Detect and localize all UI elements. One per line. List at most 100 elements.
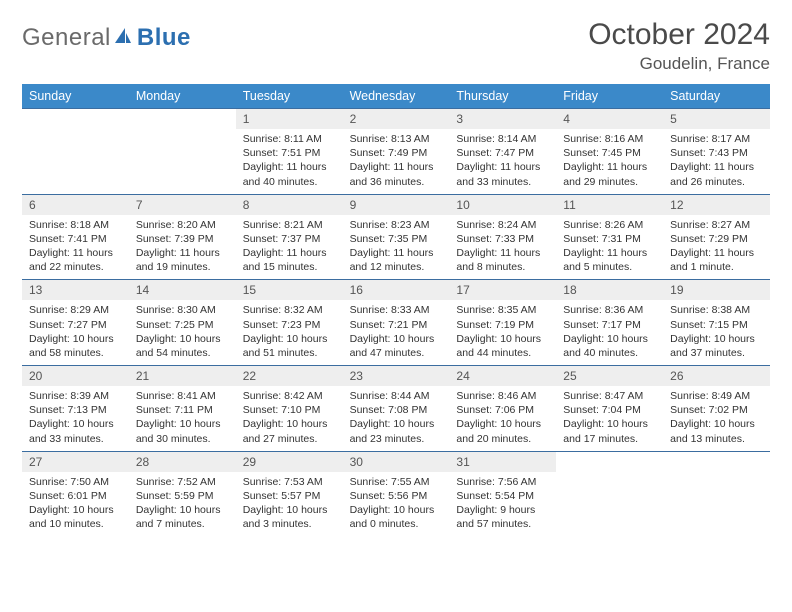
sunrise-text: Sunrise: 8:44 AM xyxy=(350,389,443,403)
daylight-text: Daylight: 11 hours and 22 minutes. xyxy=(29,246,122,274)
day-number: 6 xyxy=(22,195,129,215)
day-data: Sunrise: 8:29 AMSunset: 7:27 PMDaylight:… xyxy=(22,300,129,365)
sunrise-text: Sunrise: 8:30 AM xyxy=(136,303,229,317)
sunrise-text: Sunrise: 7:50 AM xyxy=(29,475,122,489)
daylight-text: Daylight: 10 hours and 20 minutes. xyxy=(456,417,549,445)
weekday-header: Monday xyxy=(129,84,236,108)
sunset-text: Sunset: 7:13 PM xyxy=(29,403,122,417)
sunset-text: Sunset: 7:23 PM xyxy=(243,318,336,332)
sunrise-text: Sunrise: 8:46 AM xyxy=(456,389,549,403)
sunset-text: Sunset: 7:45 PM xyxy=(563,146,656,160)
day-number: 18 xyxy=(556,280,663,300)
day-number: 10 xyxy=(449,195,556,215)
calendar-day-cell: 25Sunrise: 8:47 AMSunset: 7:04 PMDayligh… xyxy=(556,366,663,451)
calendar-day-cell: 20Sunrise: 8:39 AMSunset: 7:13 PMDayligh… xyxy=(22,366,129,451)
day-number: 2 xyxy=(343,109,450,129)
daylight-text: Daylight: 11 hours and 40 minutes. xyxy=(243,160,336,188)
day-data: Sunrise: 8:41 AMSunset: 7:11 PMDaylight:… xyxy=(129,386,236,451)
day-number: 7 xyxy=(129,195,236,215)
day-number: 12 xyxy=(663,195,770,215)
day-data: Sunrise: 8:17 AMSunset: 7:43 PMDaylight:… xyxy=(663,129,770,194)
sunset-text: Sunset: 6:01 PM xyxy=(29,489,122,503)
sunrise-text: Sunrise: 8:14 AM xyxy=(456,132,549,146)
calendar-day-cell: 26Sunrise: 8:49 AMSunset: 7:02 PMDayligh… xyxy=(663,366,770,451)
day-number: 14 xyxy=(129,280,236,300)
day-number: 30 xyxy=(343,452,450,472)
day-data: Sunrise: 8:38 AMSunset: 7:15 PMDaylight:… xyxy=(663,300,770,365)
sunrise-text: Sunrise: 8:49 AM xyxy=(670,389,763,403)
sunrise-text: Sunrise: 8:36 AM xyxy=(563,303,656,317)
daylight-text: Daylight: 10 hours and 54 minutes. xyxy=(136,332,229,360)
sunrise-text: Sunrise: 8:39 AM xyxy=(29,389,122,403)
sunrise-text: Sunrise: 7:56 AM xyxy=(456,475,549,489)
sunset-text: Sunset: 7:39 PM xyxy=(136,232,229,246)
calendar-day-cell: 5Sunrise: 8:17 AMSunset: 7:43 PMDaylight… xyxy=(663,109,770,194)
daylight-text: Daylight: 10 hours and 47 minutes. xyxy=(350,332,443,360)
day-data: Sunrise: 7:50 AMSunset: 6:01 PMDaylight:… xyxy=(22,472,129,537)
day-data: Sunrise: 8:49 AMSunset: 7:02 PMDaylight:… xyxy=(663,386,770,451)
weekday-header: Wednesday xyxy=(343,84,450,108)
day-data: Sunrise: 7:56 AMSunset: 5:54 PMDaylight:… xyxy=(449,472,556,537)
day-number: 3 xyxy=(449,109,556,129)
weekday-header: Saturday xyxy=(663,84,770,108)
daylight-text: Daylight: 11 hours and 29 minutes. xyxy=(563,160,656,188)
calendar-empty-cell xyxy=(129,109,236,194)
sunset-text: Sunset: 7:31 PM xyxy=(563,232,656,246)
day-number: 8 xyxy=(236,195,343,215)
day-data: Sunrise: 8:32 AMSunset: 7:23 PMDaylight:… xyxy=(236,300,343,365)
daylight-text: Daylight: 10 hours and 13 minutes. xyxy=(670,417,763,445)
calendar-day-cell: 7Sunrise: 8:20 AMSunset: 7:39 PMDaylight… xyxy=(129,195,236,280)
sunrise-text: Sunrise: 8:23 AM xyxy=(350,218,443,232)
sunset-text: Sunset: 7:15 PM xyxy=(670,318,763,332)
daylight-text: Daylight: 10 hours and 23 minutes. xyxy=(350,417,443,445)
calendar-week-row: 13Sunrise: 8:29 AMSunset: 7:27 PMDayligh… xyxy=(22,279,770,365)
sunrise-text: Sunrise: 8:17 AM xyxy=(670,132,763,146)
calendar-day-cell: 31Sunrise: 7:56 AMSunset: 5:54 PMDayligh… xyxy=(449,452,556,537)
location-label: Goudelin, France xyxy=(588,54,770,74)
calendar-day-cell: 13Sunrise: 8:29 AMSunset: 7:27 PMDayligh… xyxy=(22,280,129,365)
daylight-text: Daylight: 11 hours and 1 minute. xyxy=(670,246,763,274)
sunset-text: Sunset: 5:57 PM xyxy=(243,489,336,503)
logo-text-general: General xyxy=(22,24,111,52)
sunset-text: Sunset: 7:47 PM xyxy=(456,146,549,160)
calendar-day-cell: 21Sunrise: 8:41 AMSunset: 7:11 PMDayligh… xyxy=(129,366,236,451)
calendar-day-cell: 9Sunrise: 8:23 AMSunset: 7:35 PMDaylight… xyxy=(343,195,450,280)
sunrise-text: Sunrise: 7:52 AM xyxy=(136,475,229,489)
daylight-text: Daylight: 10 hours and 3 minutes. xyxy=(243,503,336,531)
sunset-text: Sunset: 7:10 PM xyxy=(243,403,336,417)
calendar-week-row: 6Sunrise: 8:18 AMSunset: 7:41 PMDaylight… xyxy=(22,194,770,280)
calendar-day-cell: 3 Sunrise: 8:14 AMSunset: 7:47 PMDaylight… xyxy=(449,109,556,194)
calendar-day-cell: 27Sunrise: 7:50 AMSunset: 6:01 PMDayligh… xyxy=(22,452,129,537)
daylight-text: Daylight: 11 hours and 33 minutes. xyxy=(456,160,549,188)
calendar-day-cell: 19Sunrise: 8:38 AMSunset: 7:15 PMDayligh… xyxy=(663,280,770,365)
daylight-text: Daylight: 11 hours and 15 minutes. xyxy=(243,246,336,274)
calendar-day-cell: 28Sunrise: 7:52 AMSunset: 5:59 PMDayligh… xyxy=(129,452,236,537)
day-data: Sunrise: 8:27 AMSunset: 7:29 PMDaylight:… xyxy=(663,215,770,280)
weekday-header: Friday xyxy=(556,84,663,108)
sunset-text: Sunset: 7:21 PM xyxy=(350,318,443,332)
daylight-text: Daylight: 10 hours and 27 minutes. xyxy=(243,417,336,445)
sunrise-text: Sunrise: 8:29 AM xyxy=(29,303,122,317)
day-number: 21 xyxy=(129,366,236,386)
calendar-week-row: 1Sunrise: 8:11 AMSunset: 7:51 PMDaylight… xyxy=(22,108,770,194)
calendar-day-cell: 22Sunrise: 8:42 AMSunset: 7:10 PMDayligh… xyxy=(236,366,343,451)
day-data: Sunrise: 8:33 AMSunset: 7:21 PMDaylight:… xyxy=(343,300,450,365)
sunrise-text: Sunrise: 8:47 AM xyxy=(563,389,656,403)
calendar-day-cell: 4Sunrise: 8:16 AMSunset: 7:45 PMDaylight… xyxy=(556,109,663,194)
sunset-text: Sunset: 7:25 PM xyxy=(136,318,229,332)
day-data: Sunrise: 8:47 AMSunset: 7:04 PMDaylight:… xyxy=(556,386,663,451)
sunset-text: Sunset: 5:59 PM xyxy=(136,489,229,503)
day-number: 13 xyxy=(22,280,129,300)
day-number: 20 xyxy=(22,366,129,386)
day-data: Sunrise: 7:52 AMSunset: 5:59 PMDaylight:… xyxy=(129,472,236,537)
day-data: Sunrise: 7:53 AMSunset: 5:57 PMDaylight:… xyxy=(236,472,343,537)
calendar-day-cell: 11Sunrise: 8:26 AMSunset: 7:31 PMDayligh… xyxy=(556,195,663,280)
daylight-text: Daylight: 10 hours and 0 minutes. xyxy=(350,503,443,531)
sunset-text: Sunset: 7:27 PM xyxy=(29,318,122,332)
sunset-text: Sunset: 7:19 PM xyxy=(456,318,549,332)
sunrise-text: Sunrise: 8:26 AM xyxy=(563,218,656,232)
day-number: 23 xyxy=(343,366,450,386)
sunrise-text: Sunrise: 8:35 AM xyxy=(456,303,549,317)
sunset-text: Sunset: 7:17 PM xyxy=(563,318,656,332)
sunrise-text: Sunrise: 8:27 AM xyxy=(670,218,763,232)
